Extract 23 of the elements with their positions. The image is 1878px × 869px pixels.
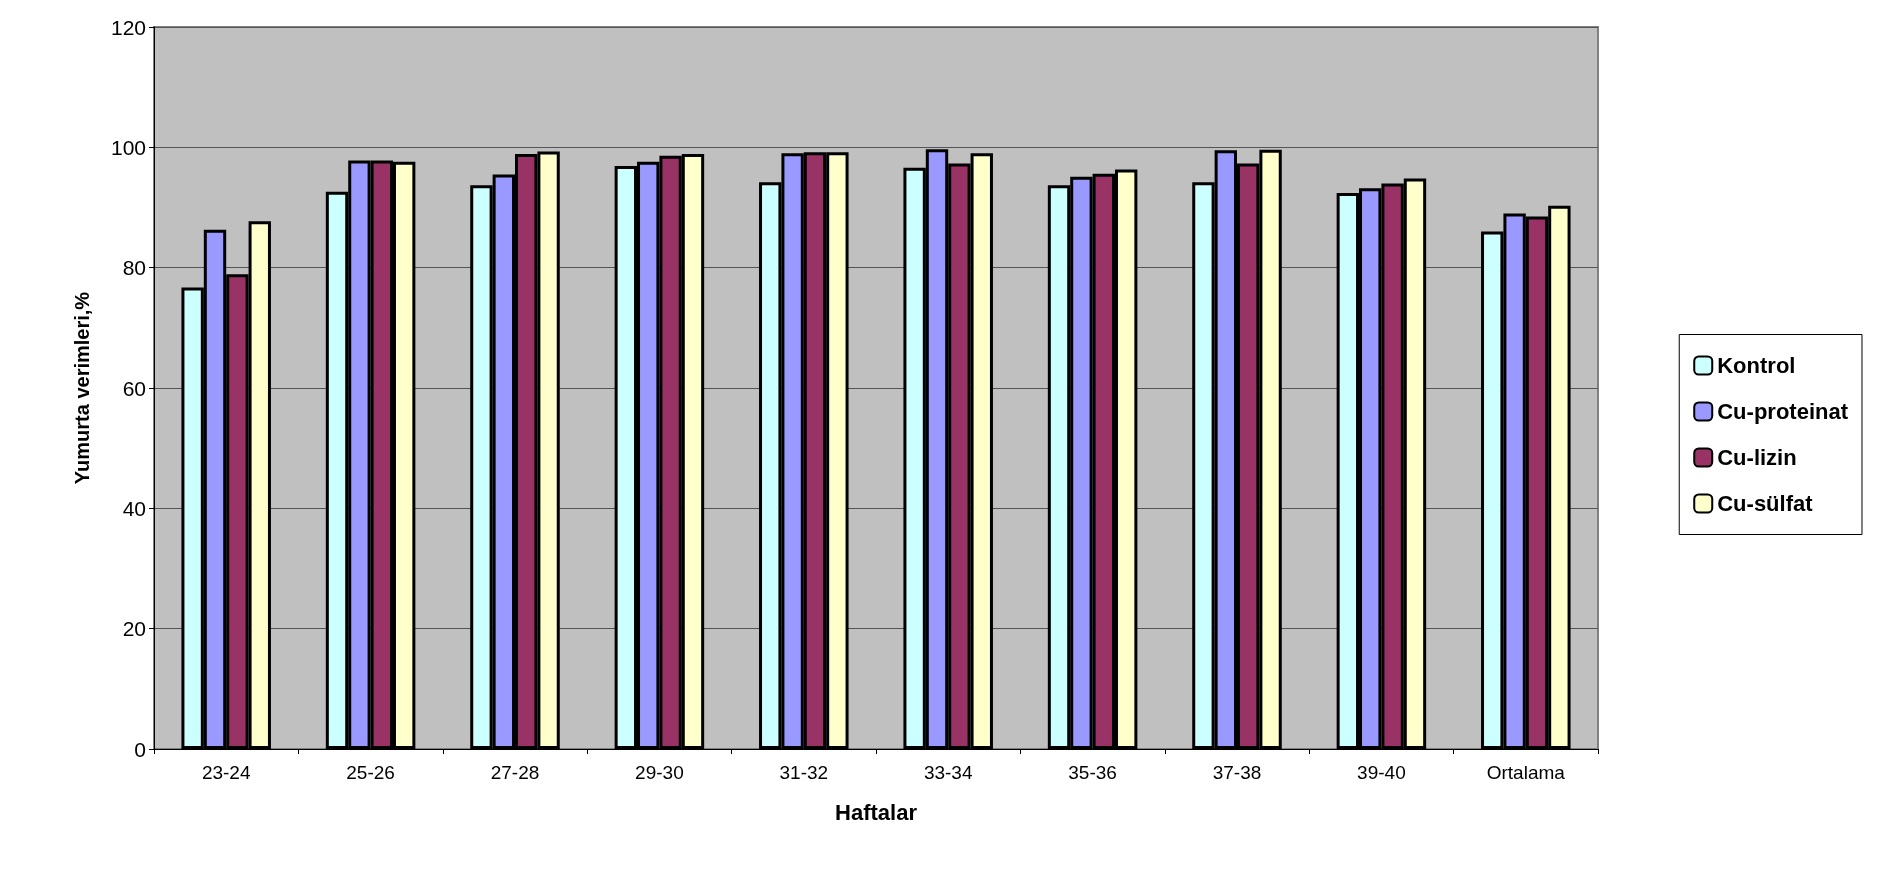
y-axis-title: Yumurta verimleri,% — [71, 291, 93, 485]
legend-label: Cu-lizin — [1717, 445, 1797, 470]
y-tick-label: 20 — [122, 617, 146, 641]
x-tick-label: 37-38 — [1212, 762, 1262, 783]
legend-label: Kontrol — [1717, 353, 1796, 378]
x-tick-label: 33-34 — [923, 762, 973, 783]
x-tick-label: 23-24 — [201, 762, 251, 783]
y-tick-label: 80 — [122, 256, 146, 280]
y-tick-label: 40 — [122, 496, 146, 520]
x-tick-label: 39-40 — [1357, 762, 1406, 783]
x-axis-title: Haftalar — [835, 799, 918, 825]
x-tick-label: 27-28 — [490, 762, 540, 783]
y-tick-label: 100 — [110, 135, 146, 159]
x-tick-label: 35-36 — [1068, 762, 1117, 783]
x-tick-label: 29-30 — [635, 762, 684, 783]
y-tick-label: 60 — [122, 376, 146, 400]
legend-label: Cu-proteinat — [1717, 399, 1849, 424]
x-tick-label: Ortalama — [1486, 762, 1566, 783]
y-tick-label: 120 — [110, 15, 146, 39]
x-tick-label: 31-32 — [779, 762, 829, 783]
legend-label: Cu-sülfat — [1717, 491, 1814, 516]
x-tick-label: 25-26 — [346, 762, 395, 783]
y-tick-label: 0 — [134, 737, 146, 761]
